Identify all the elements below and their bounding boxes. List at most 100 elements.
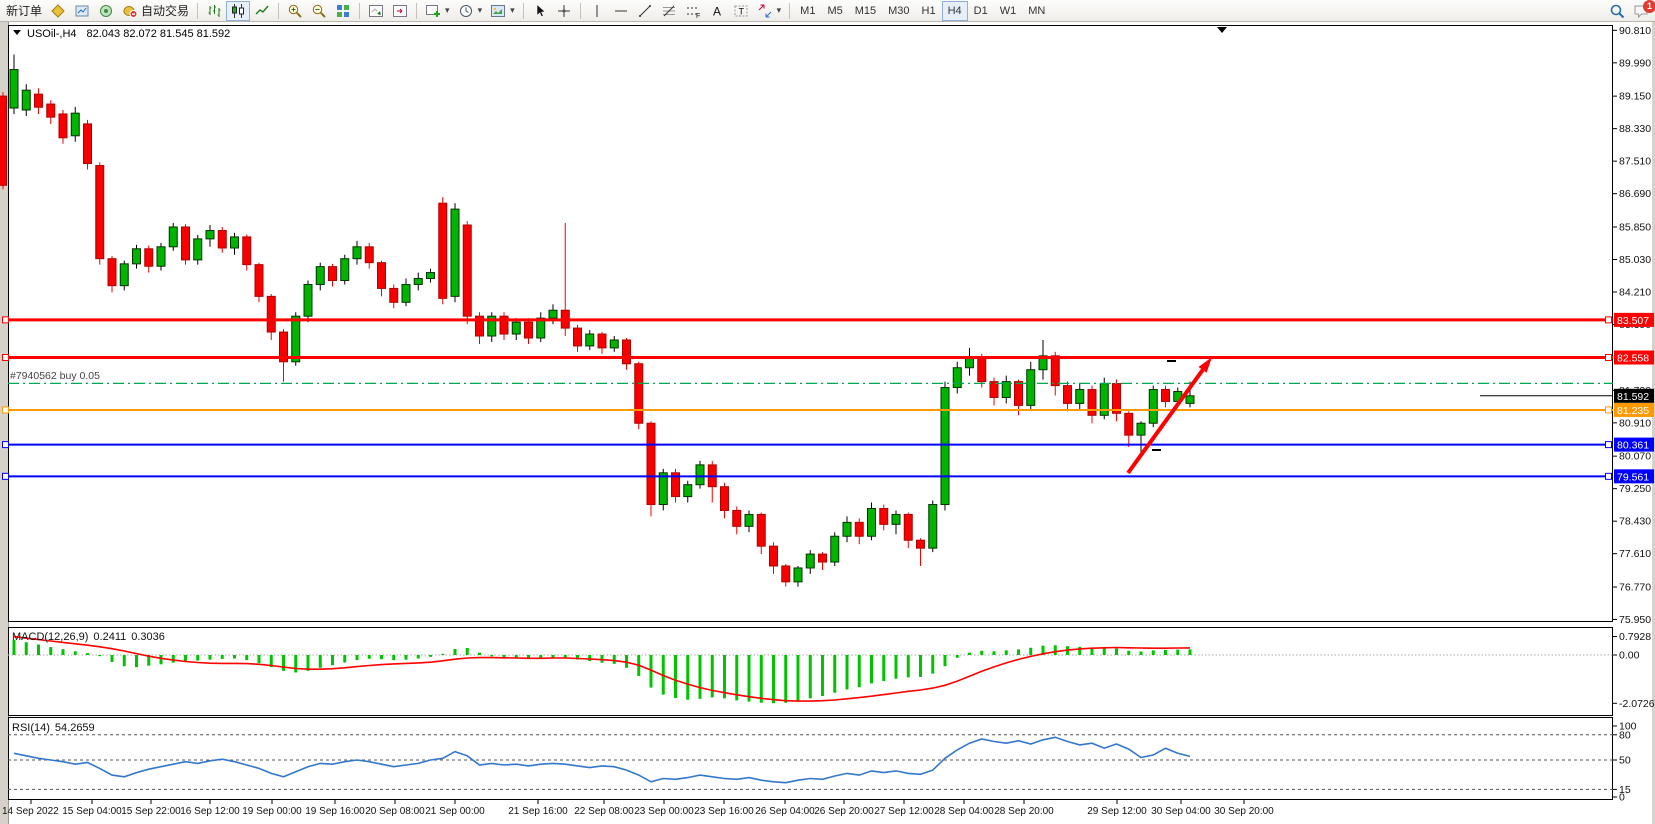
timeframe-m15[interactable]: M15	[849, 1, 882, 21]
svg-text:79.250: 79.250	[1619, 483, 1651, 495]
navigator-button[interactable]	[94, 1, 118, 21]
rsi-panel[interactable]	[8, 717, 1613, 800]
label-button[interactable]: T	[729, 1, 753, 21]
candle	[1161, 389, 1170, 402]
trendline-button[interactable]	[633, 1, 657, 21]
time-label: 30 Sep 04:00	[1151, 806, 1211, 817]
candle	[401, 283, 411, 303]
cursor-button[interactable]	[528, 1, 552, 21]
toolbar-separator	[416, 2, 418, 19]
search-button[interactable]	[1605, 1, 1629, 21]
price-axis[interactable]: 90.810 89.990 89.150 88.330 87.510 86.690 85.8…	[1613, 25, 1651, 626]
candle	[732, 509, 742, 527]
candlestick-icon	[232, 3, 245, 18]
timeframe-m5[interactable]: M5	[821, 1, 848, 21]
rsi-line	[13, 736, 1191, 784]
candle	[1087, 389, 1097, 416]
periods-icon	[459, 4, 472, 17]
scale-menu-arrow-icon[interactable]	[1217, 27, 1227, 33]
shapes-dropdown[interactable]: ▾	[753, 1, 786, 21]
timeframe-m30[interactable]: M30	[882, 1, 915, 21]
svg-text:87.510: 87.510	[1619, 156, 1651, 168]
periods-dropdown[interactable]: ▾	[454, 1, 487, 21]
text-icon: A	[713, 4, 721, 18]
profiles-button[interactable]	[46, 1, 70, 21]
tile-windows-button[interactable]	[331, 1, 355, 21]
candle	[83, 123, 92, 165]
candlestick-button[interactable]	[226, 0, 251, 21]
line-handle	[2, 316, 9, 324]
line-handle	[1605, 316, 1612, 324]
new-chart-dropdown[interactable]: ▾	[421, 1, 454, 21]
trend-arrow[interactable]	[1126, 362, 1209, 475]
toolbar-separator	[359, 2, 361, 19]
time-label: 26 Sep 04:00	[755, 806, 815, 817]
candle	[781, 565, 791, 583]
timeframe-w1[interactable]: W1	[994, 1, 1023, 21]
channel-icon: F	[686, 7, 700, 19]
horizontal-line-button[interactable]	[609, 1, 633, 21]
line-chart-button[interactable]	[250, 1, 274, 21]
timeframe-h1[interactable]: H1	[916, 1, 942, 21]
candle	[695, 464, 705, 486]
crosshair-button[interactable]	[552, 1, 576, 21]
chevron-down-icon: ▾	[510, 5, 515, 15]
timeframe-d1[interactable]: D1	[968, 1, 994, 21]
toolbar-separator	[197, 2, 199, 19]
candle	[1026, 369, 1036, 406]
templates-icon	[491, 4, 506, 17]
chart-shift-button[interactable]	[388, 1, 412, 21]
candle	[217, 230, 227, 249]
candle	[965, 357, 974, 369]
candle	[9, 69, 19, 109]
fibonacci-button[interactable]	[657, 1, 681, 21]
time-label: 16 Sep 12:00	[180, 806, 240, 817]
macd-name: MACD(12,26,9)	[12, 631, 88, 643]
candle	[413, 278, 423, 285]
candle	[1148, 389, 1158, 424]
text-button[interactable]: A	[705, 1, 729, 21]
time-axis[interactable]: 14 Sep 2022 15 Sep 04:00 15 Sep 22:00 16 Se…	[2, 800, 1274, 817]
candle	[658, 472, 668, 506]
trend-arrow-head	[1198, 357, 1212, 373]
svg-text:T: T	[738, 6, 744, 16]
zoom-in-icon	[288, 4, 302, 18]
notifications-button[interactable]: 1	[1629, 0, 1655, 21]
candle	[487, 315, 497, 337]
line-handle	[1605, 472, 1612, 480]
zoom-out-button[interactable]	[307, 1, 331, 21]
chart-objects[interactable]	[1126, 357, 1212, 475]
shapes-icon	[758, 4, 771, 17]
time-label: 22 Sep 08:00	[574, 806, 634, 817]
candle	[389, 287, 399, 303]
channel-button[interactable]: F	[681, 1, 705, 21]
candle	[891, 513, 901, 525]
new-order-button[interactable]: 新订单	[2, 1, 46, 21]
candle	[671, 472, 680, 498]
timeframe-mn[interactable]: MN	[1022, 1, 1051, 21]
vertical-line-button[interactable]	[585, 1, 609, 21]
chevron-down-icon: ▾	[477, 5, 483, 15]
rsi-label: RSI(14) 54.2659	[12, 722, 95, 734]
timeframe-h4[interactable]: H4	[941, 0, 968, 21]
templates-dropdown[interactable]: ▾	[486, 1, 519, 21]
time-label: 19 Sep 00:00	[242, 806, 302, 817]
bar-chart-button[interactable]	[202, 1, 226, 21]
macd-indicator: 0.7928 0.00 -2.0726	[8, 631, 1655, 710]
toolbar-separator	[522, 2, 524, 19]
candle	[254, 264, 264, 297]
autotrading-button[interactable]: 自动交易	[118, 1, 193, 21]
candle	[352, 246, 362, 260]
timeframe-m1[interactable]: M1	[794, 1, 821, 21]
label-icon: T	[734, 5, 748, 16]
auto-scroll-button[interactable]	[364, 1, 388, 21]
toolbar-separator	[278, 2, 280, 19]
chart-menu-arrow-icon[interactable]	[13, 30, 21, 35]
time-label: 21 Sep 16:00	[508, 806, 568, 817]
zoom-in-button[interactable]	[283, 1, 307, 21]
market-watch-button[interactable]	[70, 1, 94, 21]
time-label: 14 Sep 2022	[2, 806, 59, 817]
horizontal-levels[interactable]: 83.507 82.558 81.235 80.361 79.561 81.592	[2, 312, 1655, 484]
time-label: 15 Sep 22:00	[121, 806, 181, 817]
